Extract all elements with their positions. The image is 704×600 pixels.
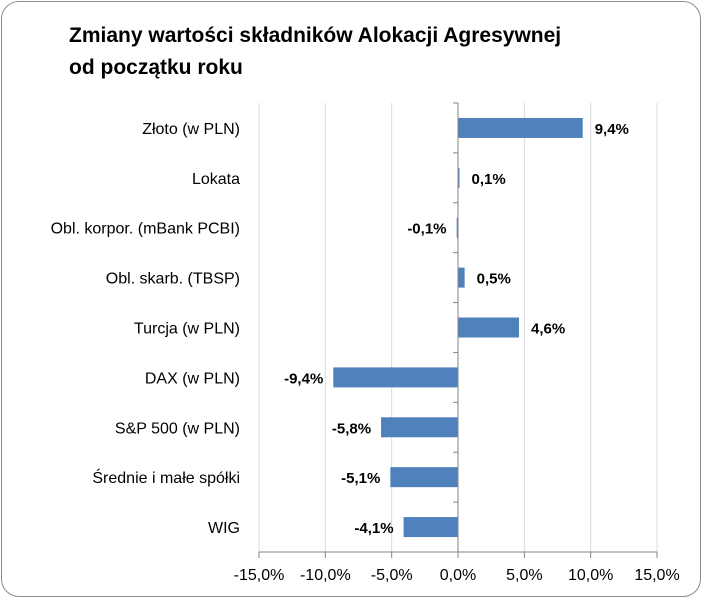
bar [456, 217, 459, 238]
category-label: Obl. skarb. (TBSP) [106, 271, 240, 288]
data-label: -4,1% [354, 520, 393, 537]
chart-title-line-2: od początku roku [69, 56, 243, 79]
x-tick-label: -15,0% [234, 567, 285, 584]
data-label: 9,4% [595, 121, 629, 138]
bar [458, 117, 583, 138]
bar [458, 317, 520, 338]
bar [403, 517, 458, 538]
x-tick-label: -10,0% [300, 567, 351, 584]
data-label: 0,5% [477, 271, 511, 288]
chart-title-line-1: Zmiany wartości składników Alokacji Agre… [69, 24, 562, 47]
data-label: -5,1% [341, 470, 380, 487]
category-label: Średnie i małe spółki [92, 468, 240, 487]
x-tick-labels: -15,0% -10,0% -5,0% 0,0% 5,0% 10,0% 15,0% [234, 567, 680, 584]
x-tick-label: 5,0% [506, 567, 542, 584]
x-tick-label: 10,0% [568, 567, 613, 584]
category-label: Turcja (w PLN) [134, 321, 240, 338]
category-label: WIG [208, 520, 240, 537]
bar [458, 167, 460, 188]
bar [381, 417, 458, 438]
bar [333, 367, 458, 388]
bar [458, 267, 465, 288]
data-label: -5,8% [332, 420, 371, 437]
chart-title: Zmiany wartości składników Alokacji Agre… [69, 20, 629, 84]
data-label: -9,4% [284, 370, 323, 387]
category-label: DAX (w PLN) [145, 370, 240, 387]
category-labels: Złoto (w PLN) Lokata Obl. korpor. (mBank P… [51, 121, 240, 537]
axes [258, 102, 658, 558]
category-label: Złoto (w PLN) [142, 121, 240, 138]
bar [390, 467, 458, 488]
bars [333, 117, 583, 538]
x-tick-label: 15,0% [634, 567, 679, 584]
data-label: 4,6% [531, 321, 565, 338]
category-label: S&P 500 (w PLN) [115, 420, 240, 437]
x-tick-label: -5,0% [371, 567, 413, 584]
category-label: Obl. korpor. (mBank PCBI) [51, 221, 240, 238]
data-labels: 9,4% 0,1% -0,1% 0,5% 4,6% -9,4% -5,8% -5,1% -4,1… [284, 121, 629, 537]
data-label: 0,1% [472, 171, 506, 188]
category-label: Lokata [192, 171, 240, 188]
x-tick-label: 0,0% [440, 567, 476, 584]
data-label: -0,1% [407, 221, 446, 238]
